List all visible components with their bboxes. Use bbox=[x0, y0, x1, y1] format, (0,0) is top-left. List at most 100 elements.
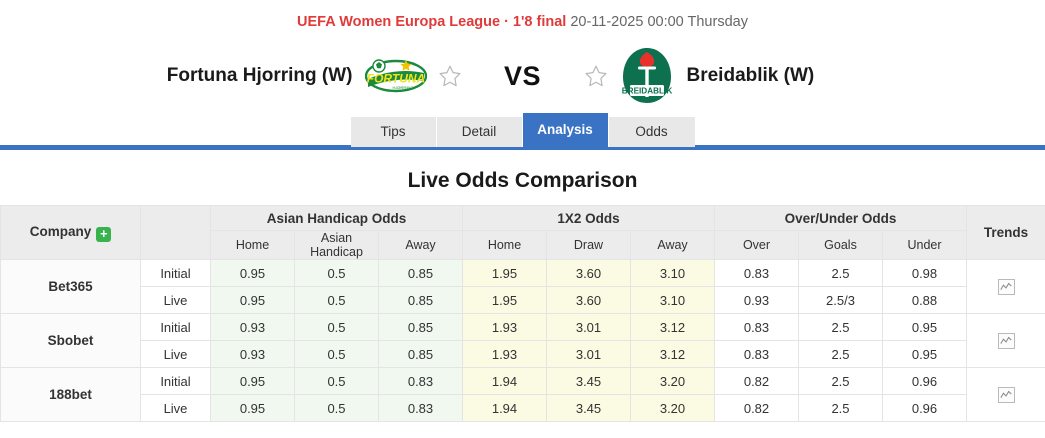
match-datetime: 20-11-2025 00:00 Thursday bbox=[570, 14, 748, 30]
tabs-underline bbox=[0, 145, 1045, 150]
odds-cell-ah-1: 0.5 bbox=[294, 259, 379, 287]
add-company-plus-icon[interactable]: + bbox=[96, 226, 112, 242]
subheader-ah-home: Home bbox=[210, 230, 295, 260]
odds-cell-ou-2: 0.96 bbox=[882, 367, 967, 395]
odds-cell-ah-2: 0.83 bbox=[378, 394, 463, 422]
odds-cell-x2-0: 1.95 bbox=[462, 286, 547, 314]
table-body: Bet365 Initial 0.95 0.5 0.85 1.95 3.60 3.10 0.83… bbox=[0, 259, 1045, 422]
odds-cell-x2-0: 1.94 bbox=[462, 394, 547, 422]
odds-cell-x2-1: 3.01 bbox=[546, 340, 631, 368]
tabs-bar: Tips Detail Analysis Odds bbox=[0, 113, 1045, 155]
odds-cell-ou-1: 2.5 bbox=[798, 313, 883, 341]
table-row: Live 0.93 0.5 0.85 1.93 3.01 3.12 0.83 2.5 0.95 bbox=[1, 340, 1045, 368]
odds-cell-x2-2: 3.10 bbox=[630, 259, 715, 287]
odds-cell-x2-1: 3.45 bbox=[546, 394, 631, 422]
subheader-ou-over: Over bbox=[714, 230, 799, 260]
svg-text:BREIDABLIK: BREIDABLIK bbox=[621, 86, 672, 95]
league-name[interactable]: UEFA Women Europa League bbox=[297, 14, 501, 30]
home-team-block: Fortuna Hjorring (W) FORTUNA HJØRRING bbox=[43, 57, 463, 95]
table-row: Live 0.95 0.5 0.85 1.95 3.60 3.10 0.93 2.5/3 0.88 bbox=[1, 286, 1045, 314]
odds-cell-ah-0: 0.95 bbox=[210, 286, 295, 314]
odds-cell-ou-2: 0.95 bbox=[882, 313, 967, 341]
column-header-trends: Trends bbox=[966, 205, 1045, 260]
odds-cell-ou-0: 0.83 bbox=[714, 340, 799, 368]
odds-cell-ah-2: 0.85 bbox=[378, 259, 463, 287]
subheader-1x2-draw: Draw bbox=[546, 230, 631, 260]
company-name-cell[interactable]: Bet365 bbox=[0, 259, 141, 314]
odds-cell-x2-1: 3.45 bbox=[546, 367, 631, 395]
odds-cell-ah-2: 0.83 bbox=[378, 367, 463, 395]
odds-cell-ou-2: 0.96 bbox=[882, 394, 967, 422]
trends-cell[interactable] bbox=[966, 313, 1045, 368]
line-chart-icon[interactable] bbox=[997, 278, 1015, 295]
odds-cell-x2-2: 3.20 bbox=[630, 394, 715, 422]
trends-cell[interactable] bbox=[966, 259, 1045, 314]
odds-cell-ou-1: 2.5 bbox=[798, 259, 883, 287]
odds-cell-x2-0: 1.93 bbox=[462, 340, 547, 368]
home-team-crest-icon: FORTUNA HJØRRING bbox=[364, 57, 427, 95]
odds-cell-ou-1: 2.5 bbox=[798, 367, 883, 395]
home-favorite-star-icon[interactable] bbox=[437, 63, 463, 89]
away-team-name[interactable]: Breidablik (W) bbox=[686, 65, 815, 86]
trends-cell[interactable] bbox=[966, 367, 1045, 422]
live-odds-comparison-table: Company + Asian Handicap Odds 1X2 Odds Ov… bbox=[0, 205, 1045, 422]
table-row: Sbobet Initial 0.93 0.5 0.85 1.93 3.01 3.12 0.83… bbox=[0, 313, 1045, 368]
phase-cell: Initial bbox=[140, 313, 211, 341]
odds-cell-ah-1: 0.5 bbox=[294, 367, 379, 395]
odds-cell-ou-0: 0.93 bbox=[714, 286, 799, 314]
subheader-ah-line: Asian Handicap bbox=[294, 230, 379, 260]
odds-cell-ah-2: 0.85 bbox=[378, 340, 463, 368]
subheader-1x2-away: Away bbox=[630, 230, 715, 260]
subheader-ou-goals: Goals bbox=[798, 230, 883, 260]
odds-cell-ah-2: 0.85 bbox=[378, 313, 463, 341]
match-header: UEFA Women Europa League · 1'8 final 20-11-… bbox=[0, 0, 1045, 107]
odds-cell-x2-2: 3.20 bbox=[630, 367, 715, 395]
odds-cell-ah-0: 0.95 bbox=[210, 259, 295, 287]
table-row: Live 0.95 0.5 0.83 1.94 3.45 3.20 0.82 2.5 0.96 bbox=[1, 394, 1045, 422]
column-group-over-under: Over/Under Odds bbox=[714, 205, 967, 231]
odds-cell-ou-1: 2.5 bbox=[798, 340, 883, 368]
odds-cell-ah-0: 0.95 bbox=[210, 367, 295, 395]
svg-text:FORTUNA: FORTUNA bbox=[366, 72, 424, 86]
league-separator: · bbox=[504, 14, 509, 30]
table-row: 188bet Initial 0.95 0.5 0.83 1.94 3.45 3.20 0.82… bbox=[0, 367, 1045, 422]
odds-cell-ou-2: 0.98 bbox=[882, 259, 967, 287]
home-team-name[interactable]: Fortuna Hjorring (W) bbox=[166, 65, 353, 86]
phase-cell: Live bbox=[140, 286, 211, 314]
tab-tips[interactable]: Tips bbox=[350, 117, 437, 147]
odds-cell-ou-1: 2.5/3 bbox=[798, 286, 883, 314]
table-row: Bet365 Initial 0.95 0.5 0.85 1.95 3.60 3.10 0.83… bbox=[0, 259, 1045, 314]
odds-cell-x2-0: 1.93 bbox=[462, 313, 547, 341]
odds-cell-x2-2: 3.10 bbox=[630, 286, 715, 314]
line-chart-icon[interactable] bbox=[997, 332, 1015, 349]
odds-cell-ou-2: 0.88 bbox=[882, 286, 967, 314]
odds-cell-ah-1: 0.5 bbox=[294, 286, 379, 314]
column-group-1x2: 1X2 Odds bbox=[462, 205, 715, 231]
column-header-company[interactable]: Company + bbox=[0, 205, 141, 260]
odds-cell-ou-0: 0.83 bbox=[714, 259, 799, 287]
odds-cell-ah-0: 0.95 bbox=[210, 394, 295, 422]
tab-odds[interactable]: Odds bbox=[608, 117, 695, 147]
odds-cell-ou-2: 0.95 bbox=[882, 340, 967, 368]
tab-analysis[interactable]: Analysis bbox=[522, 113, 609, 147]
odds-cell-x2-2: 3.12 bbox=[630, 340, 715, 368]
league-round: 1'8 final bbox=[512, 14, 567, 30]
teams-row: Fortuna Hjorring (W) FORTUNA HJØRRING bbox=[0, 45, 1045, 107]
company-name-cell[interactable]: 188bet bbox=[0, 367, 141, 422]
tab-detail[interactable]: Detail bbox=[436, 117, 523, 147]
away-favorite-star-icon[interactable] bbox=[583, 63, 609, 89]
phase-cell: Initial bbox=[140, 367, 211, 395]
away-team-block: BREIDABLIK Breidablik (W) bbox=[583, 47, 1003, 105]
subheader-1x2-home: Home bbox=[462, 230, 547, 260]
subheader-ou-under: Under bbox=[882, 230, 967, 260]
away-team-crest-icon: BREIDABLIK bbox=[621, 47, 673, 105]
odds-cell-ou-0: 0.82 bbox=[714, 394, 799, 422]
line-chart-icon[interactable] bbox=[997, 386, 1015, 403]
odds-cell-ou-0: 0.82 bbox=[714, 367, 799, 395]
odds-cell-x2-0: 1.94 bbox=[462, 367, 547, 395]
odds-cell-x2-1: 3.01 bbox=[546, 313, 631, 341]
odds-cell-ou-0: 0.83 bbox=[714, 313, 799, 341]
vs-label: VS bbox=[503, 60, 542, 91]
company-name-cell[interactable]: Sbobet bbox=[0, 313, 141, 368]
odds-cell-ah-1: 0.5 bbox=[294, 313, 379, 341]
